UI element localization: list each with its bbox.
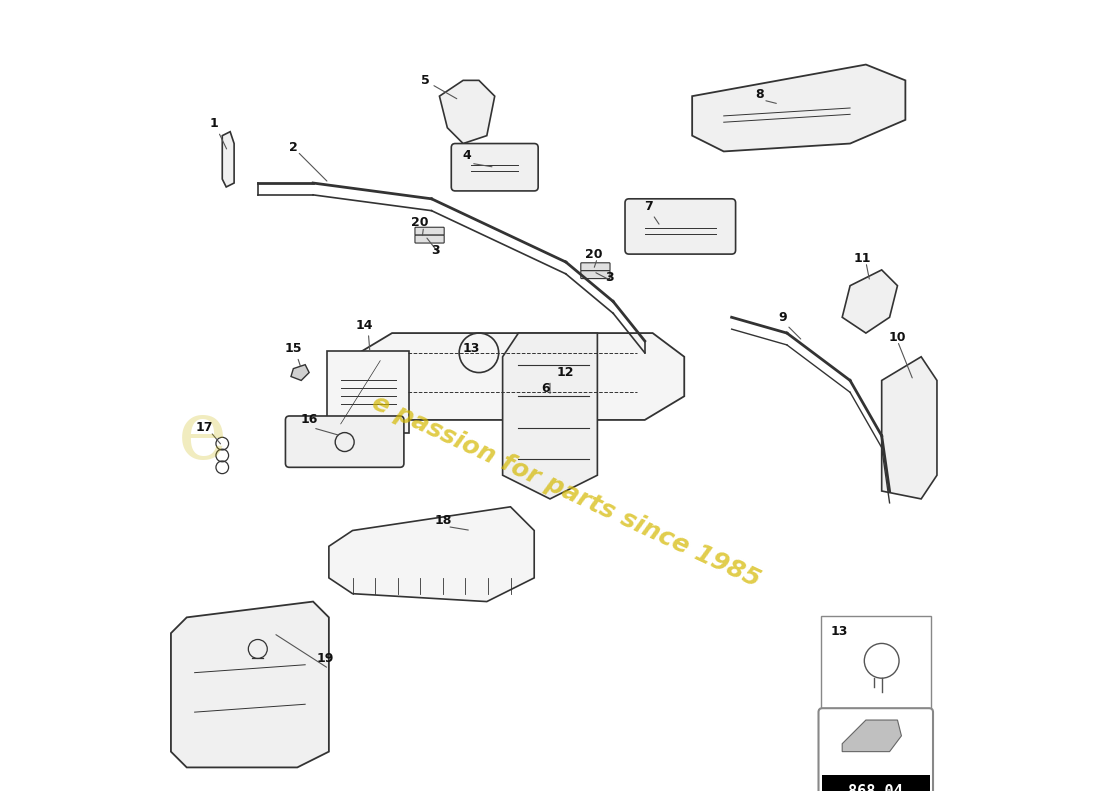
Text: 9: 9 bbox=[779, 310, 788, 324]
Text: e: e bbox=[178, 396, 227, 476]
FancyBboxPatch shape bbox=[821, 616, 931, 714]
PathPatch shape bbox=[692, 65, 905, 151]
FancyBboxPatch shape bbox=[328, 351, 409, 434]
Text: 8: 8 bbox=[755, 88, 763, 101]
Text: 14: 14 bbox=[355, 318, 373, 332]
Text: 1: 1 bbox=[210, 118, 219, 130]
FancyBboxPatch shape bbox=[625, 199, 736, 254]
PathPatch shape bbox=[882, 357, 937, 499]
FancyBboxPatch shape bbox=[822, 774, 930, 800]
FancyBboxPatch shape bbox=[415, 227, 444, 235]
FancyBboxPatch shape bbox=[451, 143, 538, 191]
PathPatch shape bbox=[439, 80, 495, 143]
Text: 3: 3 bbox=[431, 244, 440, 257]
PathPatch shape bbox=[353, 333, 684, 420]
Text: 5: 5 bbox=[421, 74, 430, 87]
FancyBboxPatch shape bbox=[415, 235, 444, 243]
Text: 3: 3 bbox=[605, 271, 614, 284]
Text: 12: 12 bbox=[557, 366, 574, 379]
PathPatch shape bbox=[843, 720, 901, 752]
Text: 7: 7 bbox=[645, 200, 653, 214]
Text: 15: 15 bbox=[285, 342, 303, 355]
PathPatch shape bbox=[329, 507, 535, 602]
Text: 6: 6 bbox=[541, 382, 550, 395]
PathPatch shape bbox=[292, 365, 309, 381]
FancyBboxPatch shape bbox=[581, 262, 611, 270]
FancyBboxPatch shape bbox=[285, 416, 404, 467]
Text: 18: 18 bbox=[434, 514, 452, 526]
FancyBboxPatch shape bbox=[581, 270, 611, 278]
PathPatch shape bbox=[843, 270, 898, 333]
Text: 16: 16 bbox=[300, 414, 318, 426]
PathPatch shape bbox=[222, 132, 234, 187]
Text: 20: 20 bbox=[411, 216, 428, 229]
Text: e passion for parts since 1985: e passion for parts since 1985 bbox=[367, 390, 763, 592]
Text: 868 04: 868 04 bbox=[848, 784, 903, 798]
Text: 10: 10 bbox=[889, 330, 906, 343]
Text: 11: 11 bbox=[854, 251, 871, 265]
Text: 19: 19 bbox=[316, 652, 333, 665]
Text: 20: 20 bbox=[585, 248, 602, 261]
FancyBboxPatch shape bbox=[818, 708, 933, 800]
Text: 2: 2 bbox=[289, 141, 298, 154]
Text: 17: 17 bbox=[196, 422, 213, 434]
PathPatch shape bbox=[503, 333, 597, 499]
Text: 4: 4 bbox=[463, 149, 472, 162]
Text: 13: 13 bbox=[830, 626, 848, 638]
Text: 13: 13 bbox=[462, 342, 480, 355]
PathPatch shape bbox=[170, 602, 329, 767]
